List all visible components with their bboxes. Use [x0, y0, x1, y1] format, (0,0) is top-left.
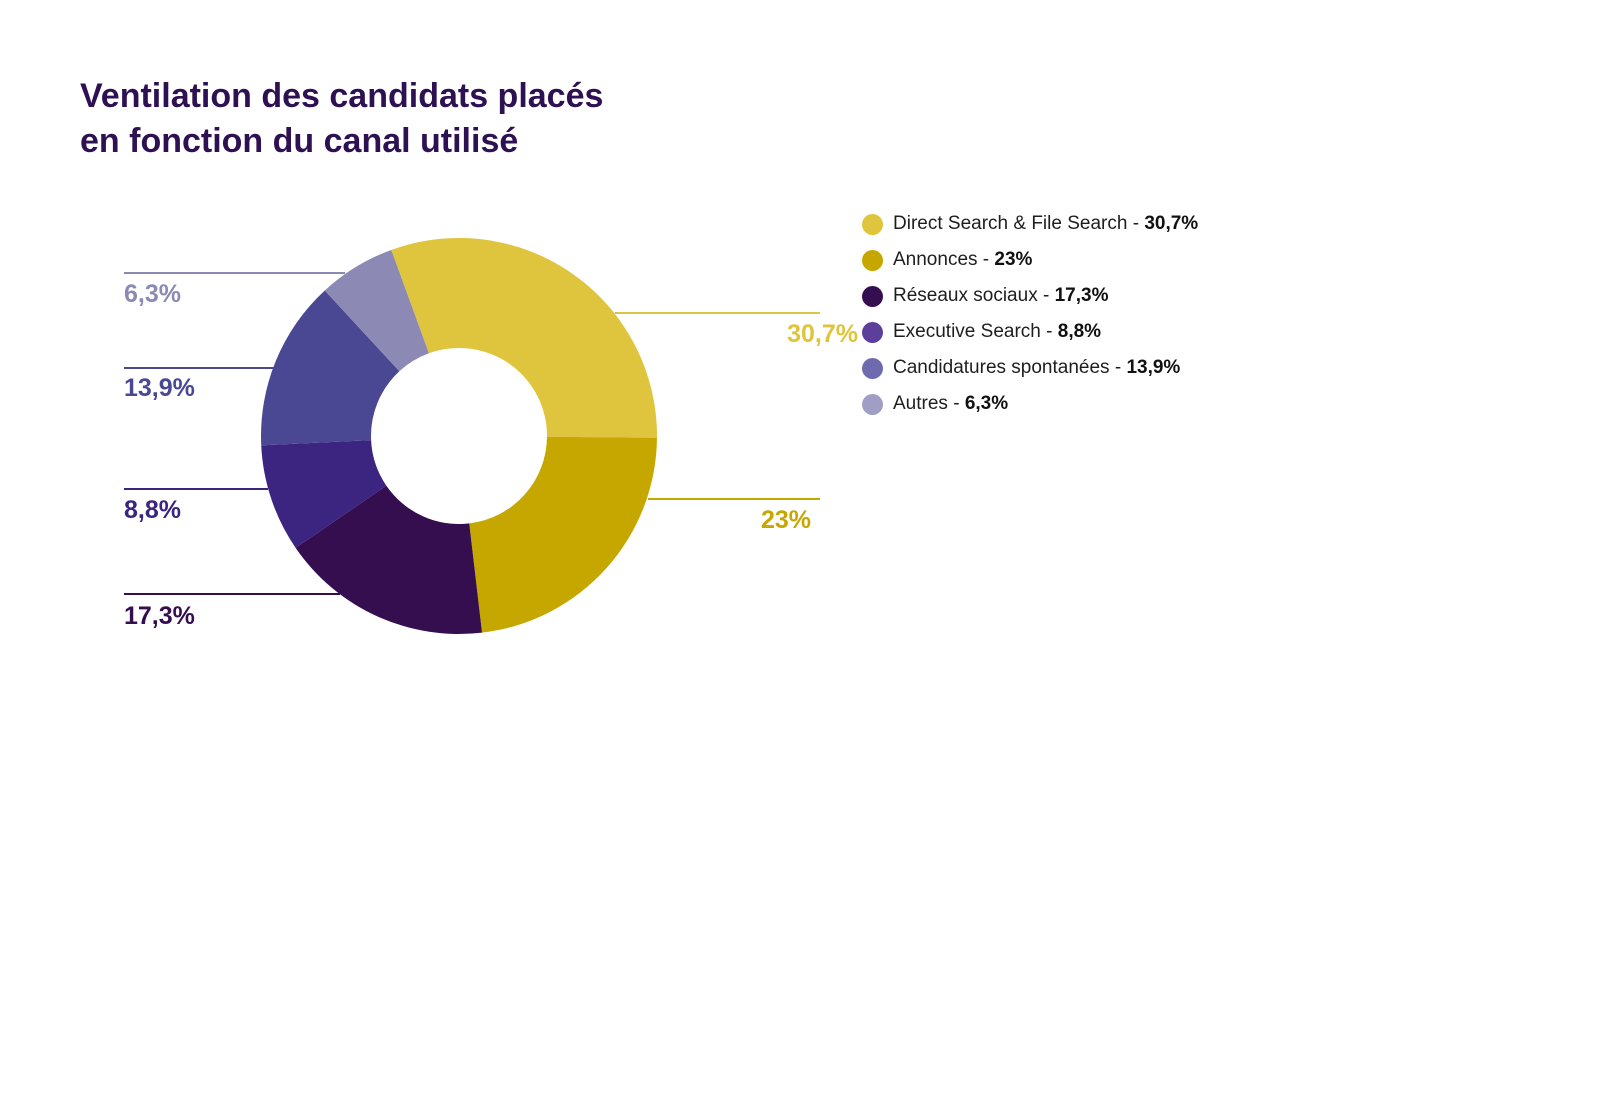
legend-item-1: Direct Search & File Search - 30,7% [862, 206, 1198, 242]
legend-swatch-1 [862, 213, 883, 235]
legend-label-2: Annonces [893, 249, 978, 270]
legend-value-5: 13,9% [1126, 357, 1181, 378]
legend-item-6: Autres - 6,3% [862, 386, 1198, 422]
legend-item-2: Annonces - 23% [862, 242, 1198, 278]
legend-label-3: Réseaux sociaux [893, 285, 1038, 306]
donut-slice-6 [324, 249, 429, 372]
legend-label-6: Autres [893, 393, 948, 414]
legend-item-4: Executive Search - 8,8% [862, 314, 1198, 350]
legend-separator: - [1127, 213, 1145, 234]
data-label-5: 13,9% [124, 374, 195, 402]
legend-item-5: Candidatures spontanées - 13,9% [862, 350, 1198, 386]
donut-slice-3 [295, 485, 483, 634]
legend-value-6: 6,3% [964, 393, 1009, 414]
chart-title-line-1: Ventilation des candidats placés [80, 77, 604, 115]
donut-slice-1 [391, 238, 657, 438]
data-label-1: 30,7% [787, 320, 858, 348]
legend-swatch-4 [862, 321, 883, 343]
donut-slices [261, 238, 657, 634]
data-labels: 30,7% 23% 17,3% 8,8% 13,9% 6,3% [124, 280, 858, 630]
data-label-4: 8,8% [124, 496, 181, 524]
legend-swatch-6 [862, 393, 883, 415]
legend-separator: - [1037, 285, 1055, 306]
legend: Direct Search & File Search - 30,7% Annon… [862, 206, 1198, 422]
legend-value-2: 23% [994, 249, 1033, 270]
data-label-3: 17,3% [124, 602, 195, 630]
legend-swatch-2 [862, 249, 883, 271]
legend-value-1: 30,7% [1144, 213, 1199, 234]
label-leader-lines [124, 272, 820, 595]
data-label-6: 6,3% [124, 280, 181, 308]
legend-label-1: Direct Search & File Search [893, 213, 1128, 234]
donut-slice-4 [261, 440, 387, 548]
legend-separator: - [977, 249, 995, 270]
legend-value-4: 8,8% [1057, 321, 1102, 342]
legend-value-3: 17,3% [1054, 285, 1109, 306]
donut-slice-2 [469, 436, 657, 633]
legend-separator: - [1109, 357, 1127, 378]
data-label-2: 23% [761, 506, 811, 534]
legend-separator: - [1040, 321, 1058, 342]
legend-separator: - [947, 393, 965, 414]
chart-title: Ventilation des candidats placés en fonc… [80, 74, 603, 164]
donut-slice-5 [261, 290, 400, 446]
legend-label-5: Candidatures spontanées [893, 357, 1110, 378]
legend-swatch-5 [862, 357, 883, 379]
chart-title-line-2: en fonction du canal utilisé [80, 122, 519, 160]
legend-label-4: Executive Search [893, 321, 1041, 342]
legend-item-3: Réseaux sociaux - 17,3% [862, 278, 1198, 314]
legend-swatch-3 [862, 285, 883, 307]
